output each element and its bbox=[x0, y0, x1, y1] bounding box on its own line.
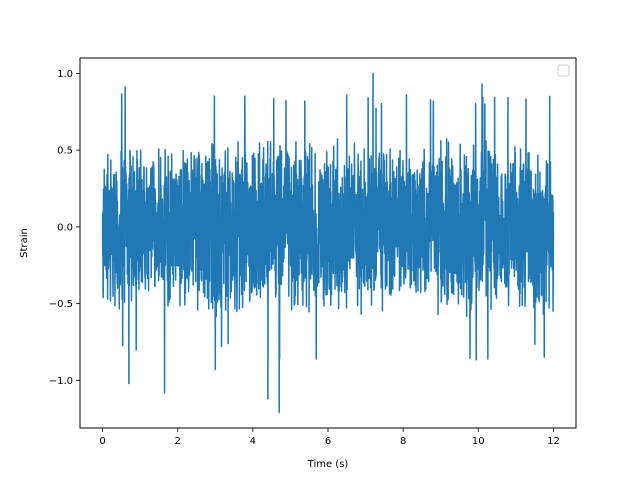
y-tick-label: −1.0 bbox=[49, 376, 73, 387]
plot-content bbox=[101, 72, 555, 414]
x-tick-label: 2 bbox=[175, 436, 181, 447]
x-tick-label: 6 bbox=[325, 436, 331, 447]
x-tick-label: 4 bbox=[250, 436, 256, 447]
legend-box bbox=[557, 64, 570, 77]
x-axis: 0 2 4 6 8 10 12 bbox=[99, 428, 560, 447]
x-axis-label: Time (s) bbox=[307, 459, 349, 470]
x-tick-label: 12 bbox=[547, 436, 560, 447]
x-tick-label: 0 bbox=[99, 436, 105, 447]
y-tick-label: 0.0 bbox=[57, 222, 73, 233]
x-tick-label: 8 bbox=[400, 436, 406, 447]
y-tick-label: −0.5 bbox=[49, 299, 73, 310]
y-tick-label: 0.5 bbox=[57, 146, 73, 157]
strain-series-line bbox=[101, 72, 555, 414]
y-axis-label: Strain bbox=[19, 228, 30, 258]
x-tick-label: 10 bbox=[472, 436, 485, 447]
y-tick-label: 1.0 bbox=[57, 69, 73, 80]
y-axis: 1.0 0.5 0.0 −0.5 −1.0 bbox=[49, 69, 80, 387]
